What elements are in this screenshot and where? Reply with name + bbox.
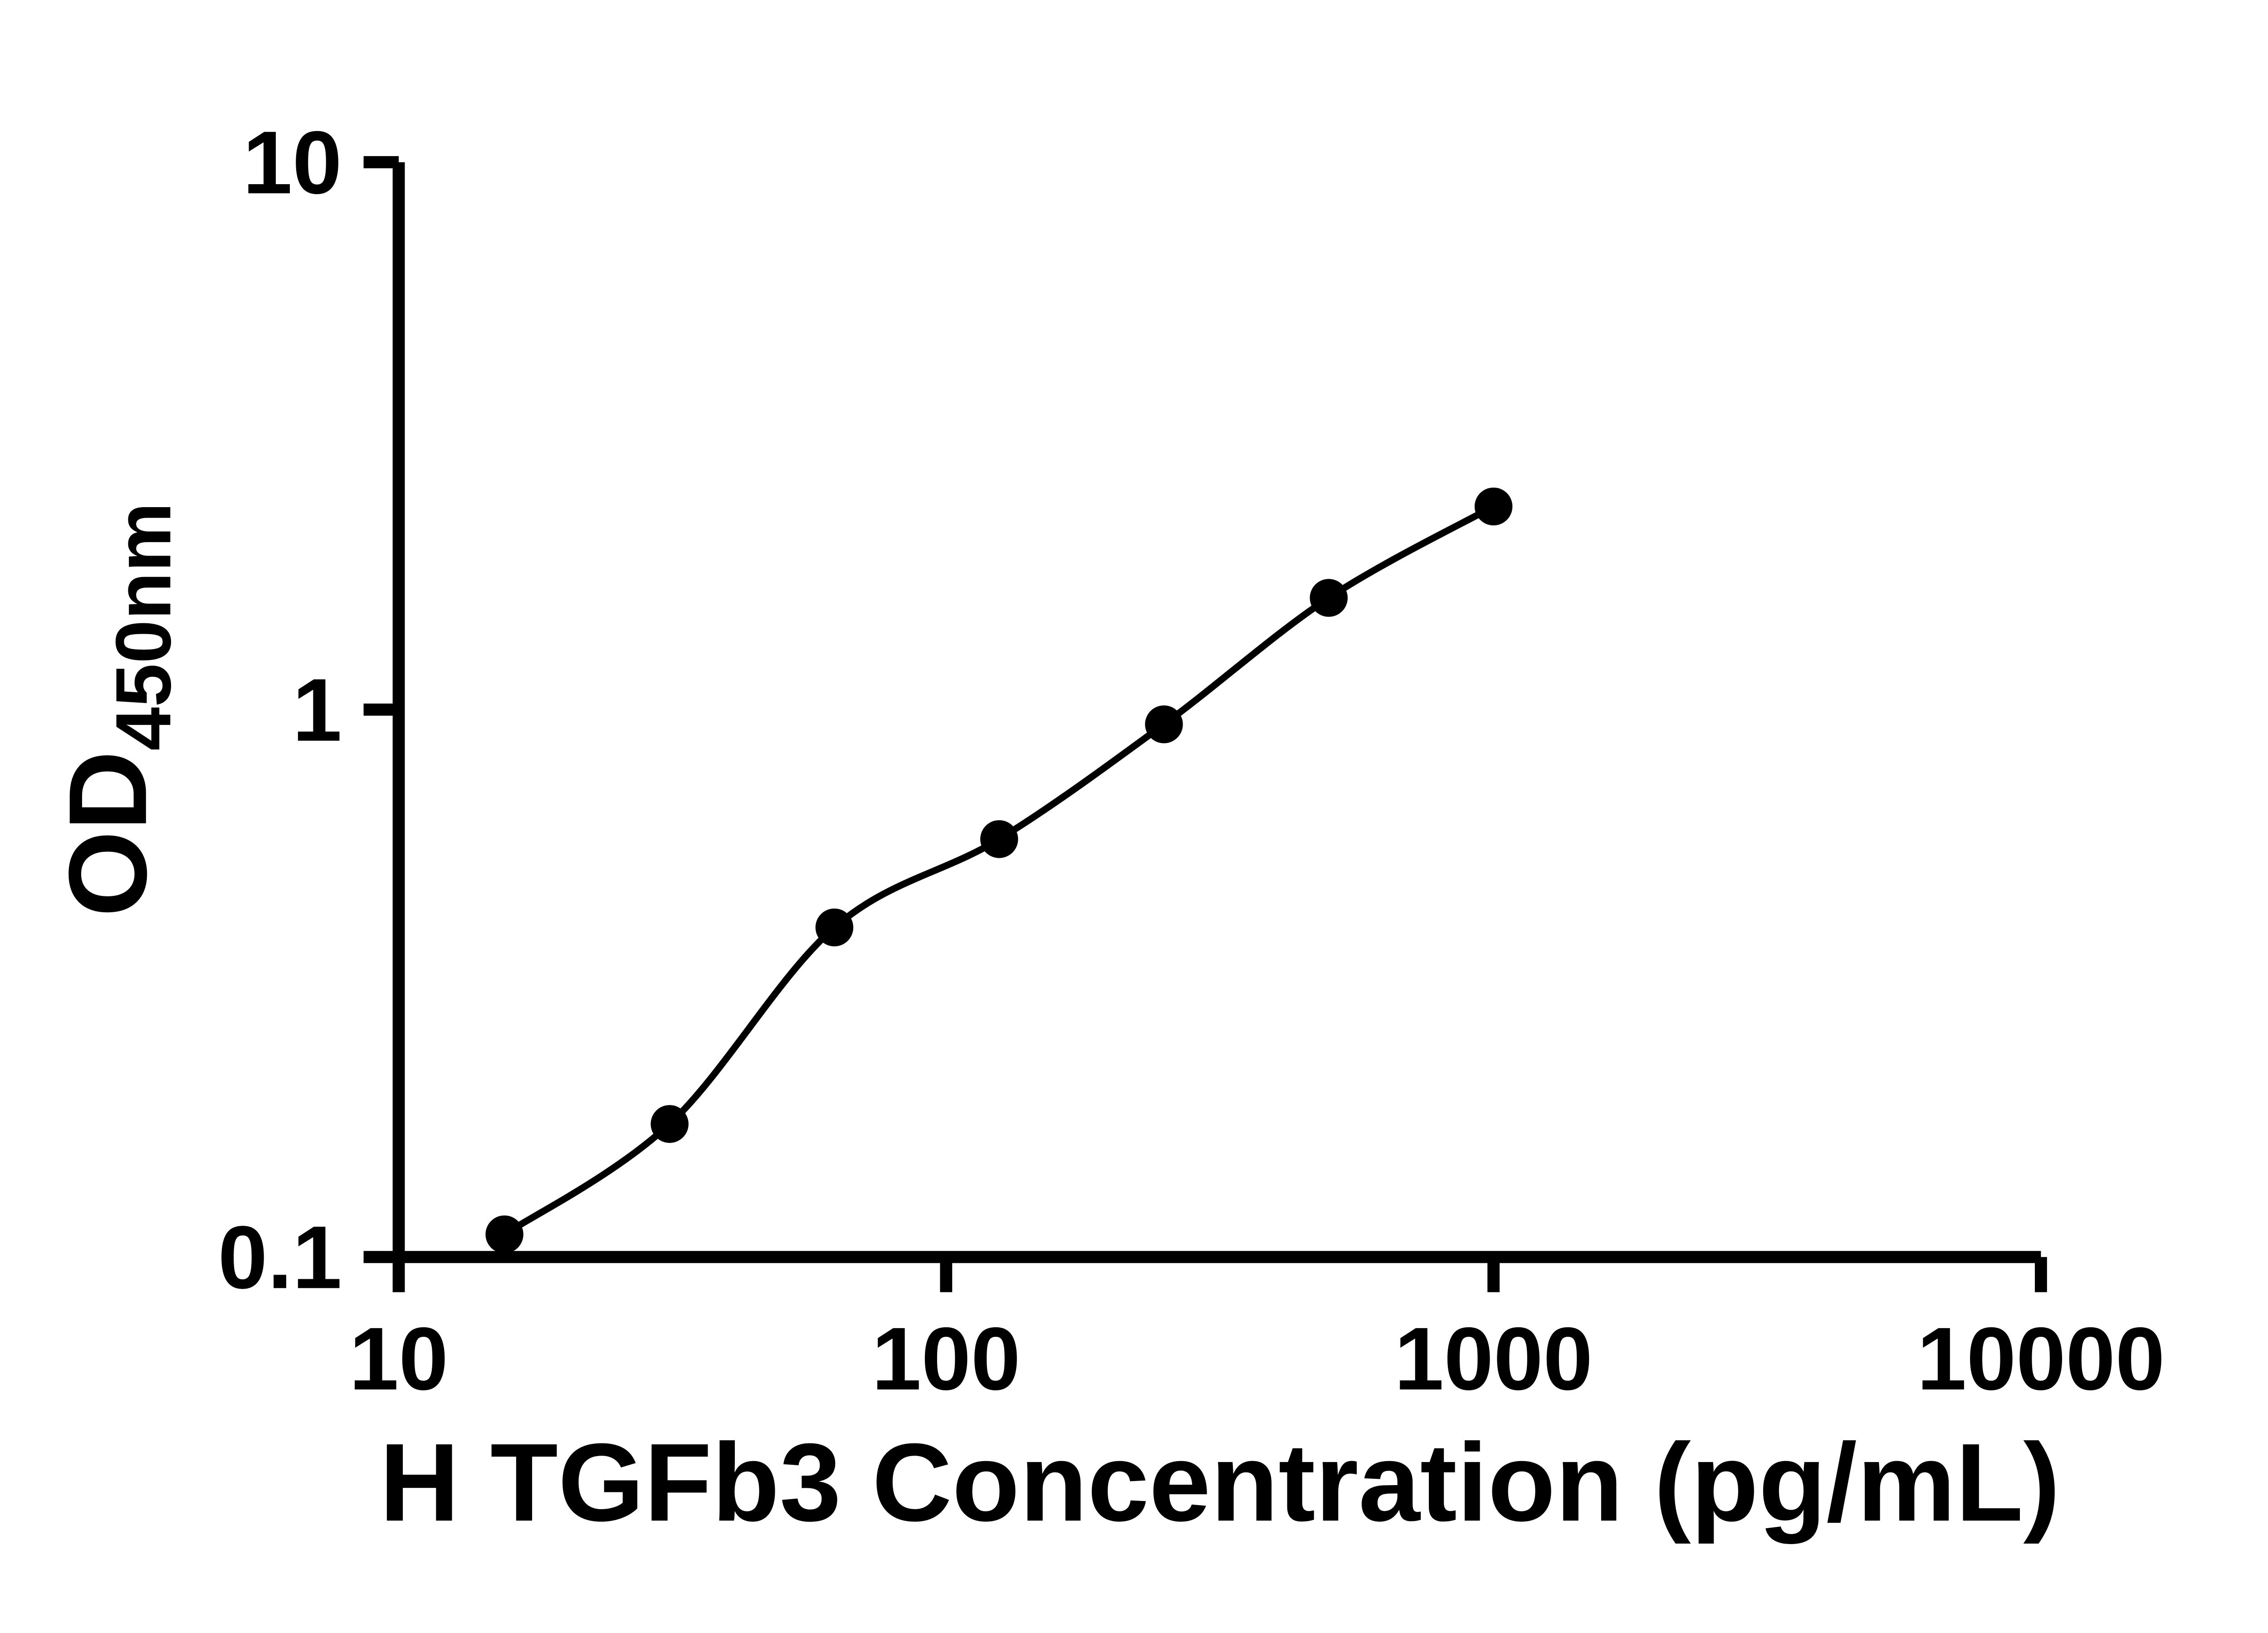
x-tick-label: 1000 [1394, 1309, 1593, 1408]
data-point [815, 908, 854, 947]
y-tick-label: 0.1 [218, 1208, 342, 1307]
x-tick-label: 10000 [1917, 1309, 2165, 1408]
y-tick-label: 10 [243, 112, 342, 212]
data-point [1474, 487, 1513, 526]
data-point [1310, 579, 1348, 617]
data-point [980, 820, 1018, 858]
y-tick-label: 1 [293, 660, 342, 760]
data-point [1145, 705, 1183, 743]
x-tick-label: 10 [349, 1309, 449, 1408]
y-axis-title: OD450nm [46, 502, 187, 917]
x-axis-title: H TGFb3 Concentration (pg/mL) [380, 1420, 2060, 1544]
data-point [650, 1105, 689, 1143]
data-point [485, 1215, 523, 1253]
axis-spines [392, 162, 2041, 1263]
x-tick-label: 100 [872, 1309, 1021, 1408]
